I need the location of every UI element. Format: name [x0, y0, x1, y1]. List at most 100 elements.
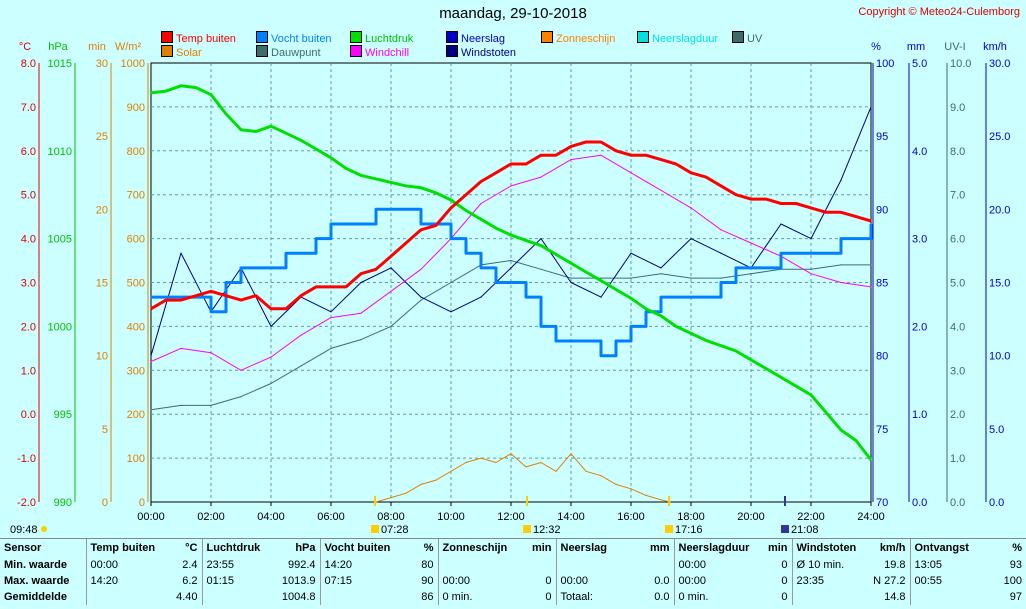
data-point-solar [465, 461, 467, 464]
data-point-temp-buiten [570, 145, 572, 147]
data-point-dauwpunt [840, 264, 842, 266]
data-point-temp-buiten [705, 176, 707, 178]
data-point-windstoten [600, 296, 602, 298]
axis-tick-label: 1000 [121, 58, 145, 70]
data-point-windchill [840, 281, 842, 284]
stats-header-unit: min [767, 542, 788, 554]
axis-tick-label: 700 [127, 190, 145, 202]
stats-cell-time: 0 min. [442, 591, 473, 603]
copyright-label[interactable]: Copyright © Meteo24-Culemborg [858, 6, 1020, 18]
legend-swatch [350, 31, 362, 43]
data-point-windchill [660, 189, 662, 191]
axis-tick-label: 8.0 [21, 58, 36, 70]
data-point-vocht-buiten [585, 340, 587, 342]
data-point-solar [450, 470, 452, 472]
data-point-luchtdruk [855, 439, 857, 442]
stats-cell-value: 1013.9 [281, 575, 316, 587]
data-point-windstoten [270, 325, 272, 327]
legend-item: Dauwpunt [256, 45, 321, 59]
data-point-vocht-buiten [870, 223, 872, 225]
stats-header-unit: hPa [295, 542, 316, 554]
data-point-windchill [870, 286, 872, 288]
data-point-luchtdruk [690, 332, 692, 334]
data-point-windchill [750, 242, 752, 244]
axis-tick-label: 15.0 [989, 278, 1010, 290]
data-point-luchtdruk [555, 253, 557, 255]
data-point-temp-buiten [660, 159, 662, 161]
data-point-luchtdruk [465, 209, 467, 212]
axis-tick-label: 90 [876, 204, 888, 216]
data-point-temp-buiten [420, 229, 422, 231]
data-point-windchill [570, 159, 572, 161]
data-point-vocht-buiten [840, 238, 842, 240]
data-point-luchtdruk [195, 87, 197, 89]
axis-tick-label: 1000 [48, 321, 72, 333]
stats-cell-time: 00:55 [914, 575, 943, 587]
data-point-luchtdruk [720, 345, 722, 347]
data-point-vocht-buiten [525, 296, 527, 298]
event-time-sunset: 17:16 [675, 524, 703, 536]
legend-swatch [446, 31, 458, 43]
data-point-solar [555, 470, 557, 472]
data-point-temp-buiten [210, 290, 212, 292]
data-point-temp-buiten [150, 308, 152, 310]
stats-cell-value: 0 [781, 559, 788, 571]
stats-cell-time: Totaal: [560, 591, 593, 603]
data-point-windchill [150, 360, 152, 363]
axis-unit-label: min [88, 41, 106, 53]
stats-cell: 23:55 992.4 [201, 557, 320, 573]
stats-row: Gemiddelde 4.40 1004.8 86 0 min. 0 Totaal: 0.0 0… [0, 589, 1026, 605]
legend-swatch [446, 45, 458, 57]
axis-tick-label: 2.0 [912, 321, 927, 333]
axis-tick-label: 1.0 [950, 453, 965, 465]
stats-cell: Totaal: 0.0 [555, 589, 674, 605]
axis-tick-label: 1.0 [912, 409, 927, 421]
data-point-solar [495, 461, 497, 464]
x-axis-tick-label: 12:00 [497, 511, 525, 523]
stats-header-unit: % [423, 542, 434, 554]
data-point-vocht-buiten [315, 238, 317, 240]
stats-header-row: Sensor Temp buiten °C Luchtdruk hPa Vocht bui… [0, 539, 1026, 557]
stats-cell-value: 0.0 [654, 575, 670, 587]
data-point-dauwpunt [330, 347, 332, 349]
axis-tick-label: 70 [876, 497, 888, 509]
data-point-dauwpunt [540, 268, 542, 270]
data-point-vocht-buiten [360, 223, 362, 225]
data-point-temp-buiten [315, 286, 317, 288]
stats-header-label: Temp buiten [90, 542, 156, 554]
legend-label: Windchill [365, 47, 410, 59]
event-icon-sunset [665, 525, 673, 533]
stats-cell: 1004.8 [201, 589, 320, 605]
data-point-vocht-buiten [285, 252, 287, 254]
data-point-windstoten [510, 267, 512, 269]
series-group [150, 84, 873, 503]
axis-tick-label: 10.0 [950, 58, 971, 70]
data-point-temp-buiten [405, 242, 407, 244]
axis-tick-label: 4.0 [912, 146, 927, 158]
data-point-temp-buiten [510, 163, 512, 165]
data-point-vocht-buiten [570, 340, 572, 342]
data-point-luchtdruk [315, 148, 317, 150]
data-point-solar [435, 479, 437, 481]
data-point-vocht-buiten [510, 281, 512, 284]
axis-tick-label: 800 [127, 146, 145, 158]
data-point-windstoten [570, 281, 572, 284]
axis-tick-label: 20.0 [989, 204, 1010, 216]
stats-cell: 00:00 2.4 [85, 557, 202, 573]
stats-header-label: Vocht buiten [324, 542, 391, 554]
stats-cell-value: 93 [1009, 559, 1022, 571]
x-axis-tick-label: 08:00 [377, 511, 405, 523]
stats-cell-value: 14.8 [884, 591, 906, 603]
data-point-temp-buiten [525, 163, 527, 165]
stats-cell-value: 2.4 [182, 559, 198, 571]
stats-cell [555, 557, 674, 573]
data-point-temp-buiten [255, 295, 257, 297]
data-point-temp-buiten [855, 216, 857, 218]
stats-cell: 14:20 6.2 [85, 573, 202, 589]
axis-tick-label: 25 [96, 131, 108, 143]
data-point-luchtdruk [585, 271, 587, 273]
data-point-luchtdruk [345, 167, 347, 169]
stats-cell: 14.8 [791, 589, 910, 605]
stats-cell: 97 [909, 589, 1026, 605]
data-point-luchtdruk [510, 234, 512, 236]
